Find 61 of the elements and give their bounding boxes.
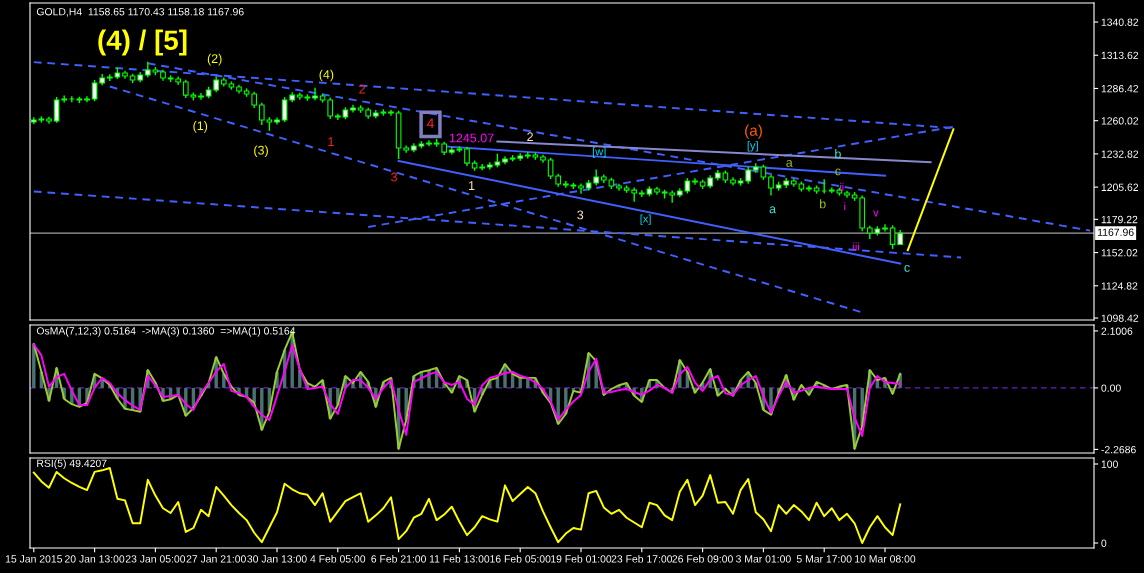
x-tick-label: 6 Feb 21:00 xyxy=(371,554,426,563)
annotation: (4) / [5] xyxy=(98,29,187,56)
y-tick-label: 1286.42 xyxy=(1101,84,1139,93)
annotation: (1) xyxy=(193,120,208,133)
x-tick-label: 20 Jan 13:00 xyxy=(65,555,125,563)
x-tick-label: 11 Feb 13:00 xyxy=(429,554,490,563)
x-tick-label: 30 Jan 13:00 xyxy=(247,555,307,563)
annotation: a xyxy=(769,206,776,214)
y-tick-label: 1205.62 xyxy=(1101,183,1139,191)
chart-title: RSI(5) 49.4207 xyxy=(37,459,107,470)
annotation: i xyxy=(844,202,846,211)
annotation: (2) xyxy=(207,53,222,66)
x-tick-label: 26 Feb 09:00 xyxy=(672,554,733,563)
y-tick-label: 1152.02 xyxy=(1101,249,1138,257)
annotation: b xyxy=(835,149,841,159)
annotation: [y] xyxy=(747,141,758,152)
x-tick-label: 27 Jan 21:00 xyxy=(186,555,246,563)
annotation: [w] xyxy=(592,147,606,158)
annotation: 3 xyxy=(577,210,584,220)
annotation: iii xyxy=(853,242,860,251)
x-tick-label: 23 Jan 05:00 xyxy=(125,555,186,563)
y-tick-label: 1179.22 xyxy=(1101,215,1138,224)
x-tick-label: 10 Mar 08:00 xyxy=(855,555,916,563)
annotation: 1245.07 xyxy=(449,133,494,143)
y-tick-label: 2.1006 xyxy=(1101,327,1133,335)
ref-line-label: 1167.96 xyxy=(1097,228,1134,236)
y-tick-label: 100 xyxy=(1101,460,1118,468)
y-tick-label: 1232.82 xyxy=(1101,150,1139,158)
annotation: b xyxy=(820,199,826,209)
annotation: a xyxy=(786,159,793,167)
annotation: ii xyxy=(839,182,844,191)
annotation: (a) xyxy=(745,124,762,139)
y-tick-label: 0 xyxy=(1101,539,1107,547)
chart-title: GOLD,H4 1158.65 1170.43 1158.18 1167.96 xyxy=(36,8,244,17)
y-tick-label: 1340.82 xyxy=(1101,18,1139,26)
annotation: 2 xyxy=(527,132,533,142)
y-tick-label: 1098.42 xyxy=(1101,314,1139,322)
annotation: 1 xyxy=(469,181,475,190)
annotation: [x] xyxy=(640,214,651,225)
x-tick-label: 4 Feb 05:00 xyxy=(310,554,366,563)
x-tick-label: 16 Feb 05:00 xyxy=(490,554,551,563)
x-tick-label: 19 Feb 01:00 xyxy=(551,554,612,563)
y-tick-label: 1313.62 xyxy=(1101,51,1139,60)
y-tick-label: -2.2686 xyxy=(1101,445,1136,454)
x-tick-label: 3 Mar 01:00 xyxy=(736,555,791,563)
annotation: c xyxy=(835,168,841,176)
x-tick-label: 23 Feb 17:00 xyxy=(611,554,673,563)
chart-title: OsMA(7,12,3) 0.5164 ->MA(3) 0.1360 =>MA(1) 0.5164 xyxy=(36,326,296,337)
annotation: 1 xyxy=(328,137,334,146)
annotation: (3) xyxy=(254,145,268,158)
y-tick-label: 0.00 xyxy=(1101,384,1121,392)
x-tick-label: 5 Mar 17:00 xyxy=(796,555,852,563)
annotation: 2 xyxy=(359,84,365,94)
annotation: c xyxy=(904,264,910,272)
annotation: (4) xyxy=(319,69,334,82)
x-tick-label: 15 Jan 2015 xyxy=(5,555,63,563)
annotation: 3 xyxy=(391,172,397,182)
y-tick-label: 1260.02 xyxy=(1101,117,1139,125)
y-tick-label: 1124.82 xyxy=(1101,282,1138,290)
annotation: v xyxy=(873,210,879,217)
annotation: 4 xyxy=(426,118,434,128)
